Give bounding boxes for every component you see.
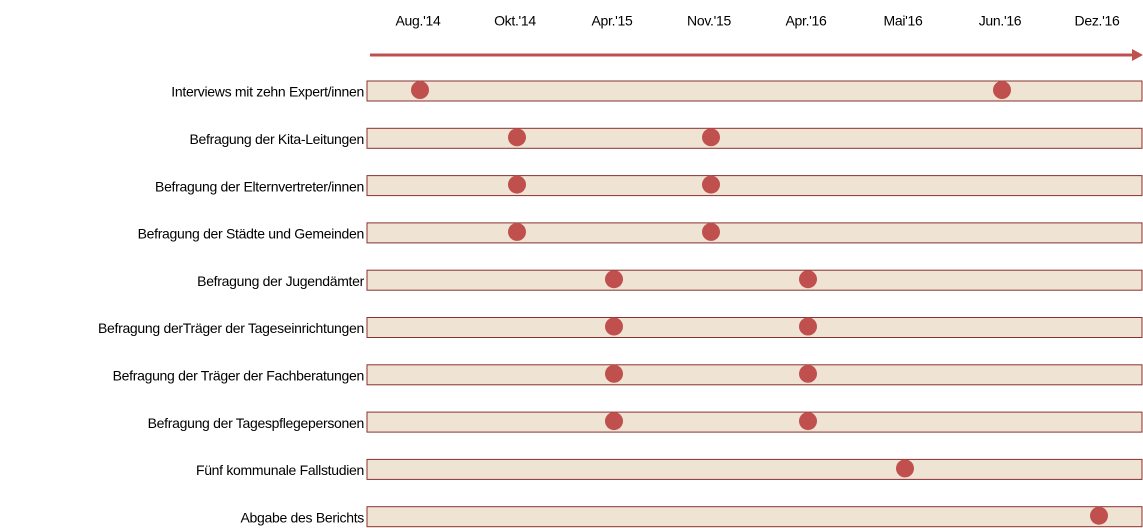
x-tick-label: Apr.'15 — [591, 13, 633, 29]
task-bar — [366, 127, 1143, 149]
task-bar — [366, 411, 1143, 433]
task-bar — [366, 506, 1143, 528]
milestone-dot — [605, 364, 623, 383]
task-label: Befragung der Träger der Fachberatungen — [113, 368, 364, 384]
task-bar — [366, 458, 1143, 480]
task-bar — [366, 80, 1143, 102]
x-tick-label: Mai'16 — [883, 13, 923, 29]
x-tick-label: Dez.'16 — [1075, 13, 1120, 29]
milestone-dot — [411, 81, 429, 99]
task-label: Abgabe des Berichts — [241, 509, 365, 525]
milestone-dot — [508, 175, 526, 194]
task-bar — [366, 317, 1143, 338]
x-tick-label: Nov.'15 — [687, 13, 731, 29]
task-label: Interviews mit zehn Expert/innen — [171, 84, 364, 100]
milestone-dot — [799, 317, 817, 336]
milestone-dot — [605, 412, 623, 431]
milestone-dot — [605, 270, 623, 289]
task-label: Fünf kommunale Fallstudien — [196, 462, 364, 478]
task-bar — [366, 175, 1143, 197]
milestone-dot — [702, 222, 720, 241]
task-label: Befragung der Elternvertreter/innen — [155, 178, 364, 194]
milestone-dot — [508, 222, 526, 241]
milestone-dot — [799, 412, 817, 431]
arrow-head — [1132, 49, 1143, 61]
milestone-dot — [605, 317, 623, 336]
x-tick-label: Jun.'16 — [979, 13, 1022, 29]
milestone-dot — [702, 175, 720, 194]
task-bar — [366, 269, 1143, 291]
x-tick-label: Okt.'14 — [494, 13, 536, 29]
x-tick-label: Aug.'14 — [396, 13, 441, 29]
milestone-dot — [799, 270, 817, 289]
milestone-dot — [896, 459, 914, 478]
task-label: Befragung der Kita-Leitungen — [189, 131, 364, 147]
task-bar — [366, 222, 1143, 244]
milestone-dot — [799, 364, 817, 383]
task-bar — [366, 364, 1143, 386]
task-label: Befragung der Städte und Gemeinden — [138, 226, 364, 242]
milestone-dot — [702, 128, 720, 147]
task-label: Befragung der Jugendämter — [197, 273, 364, 289]
milestone-dot — [508, 128, 526, 147]
milestone-dot — [993, 81, 1011, 99]
task-label: Befragung der Tagespflegepersonen — [148, 415, 364, 431]
milestone-dot — [1090, 506, 1108, 525]
x-tick-label: Apr.'16 — [785, 13, 827, 29]
task-label: Befragung derTräger der Tageseinrichtung… — [98, 320, 364, 336]
